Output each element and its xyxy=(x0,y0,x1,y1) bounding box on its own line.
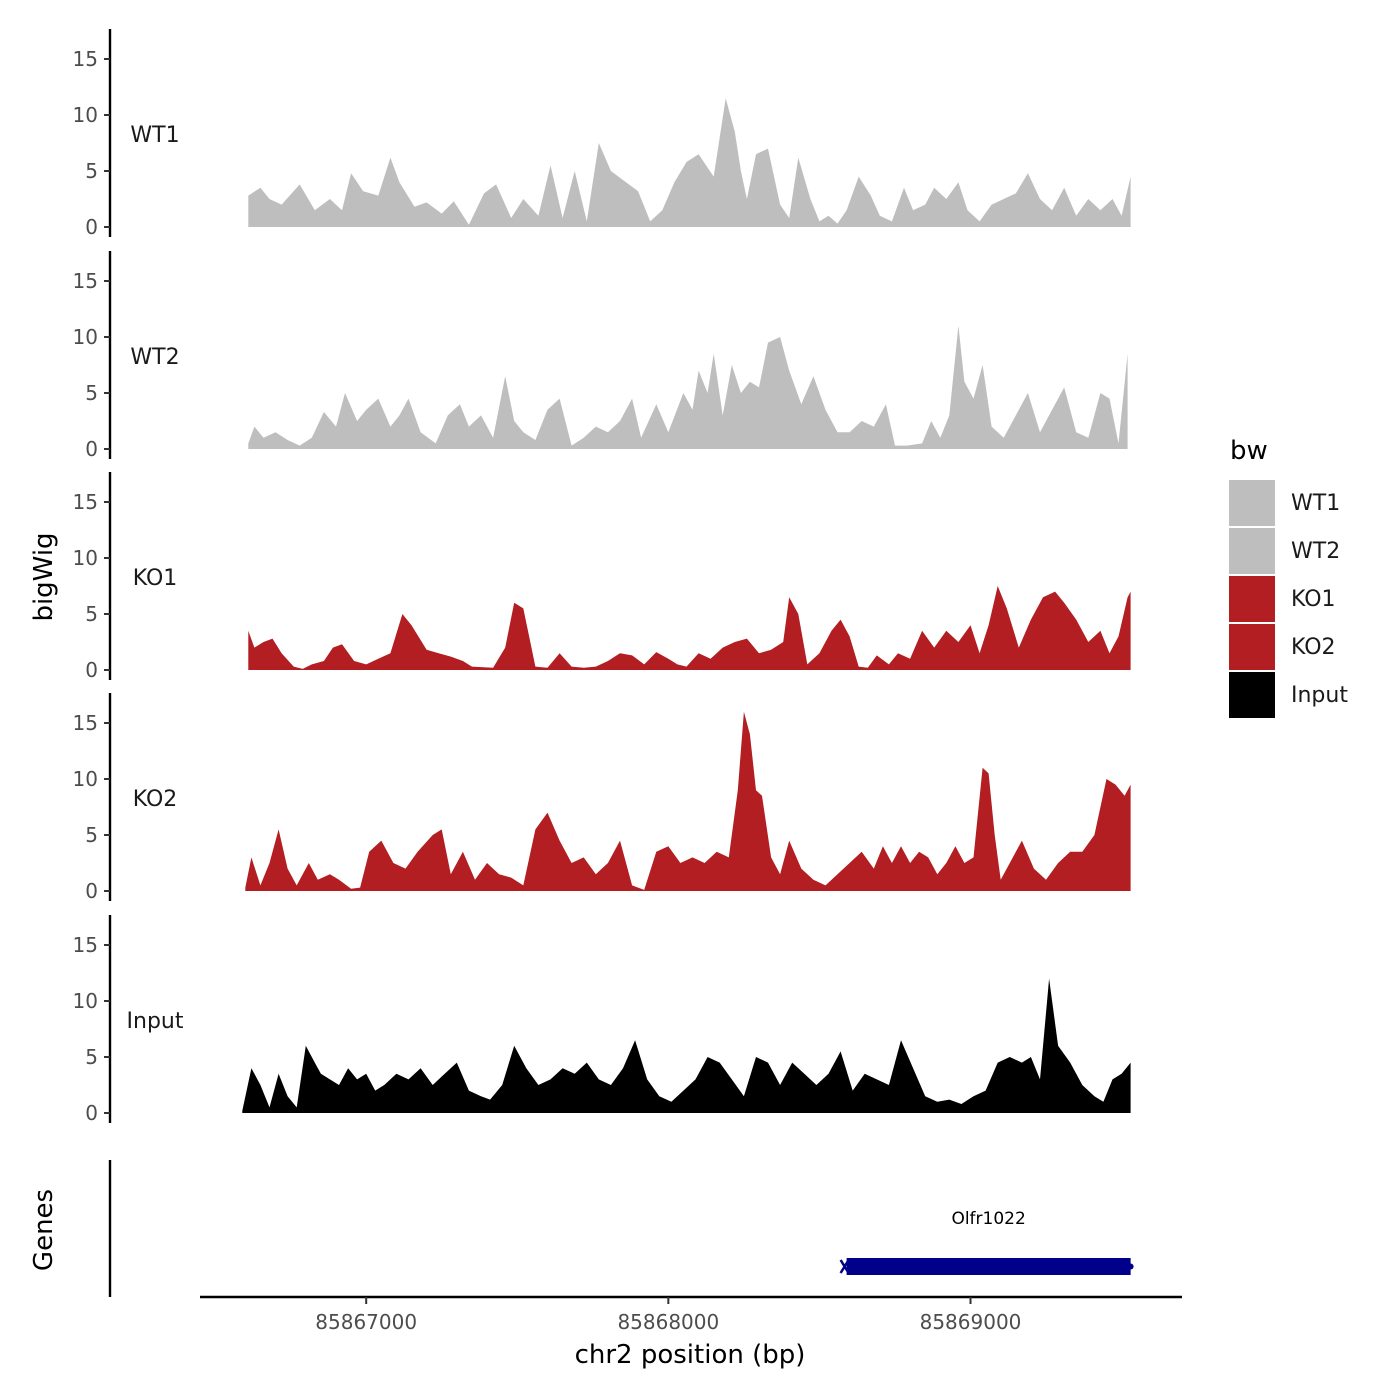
legend-swatch xyxy=(1229,480,1275,526)
strand-marker xyxy=(839,1259,850,1274)
y-tick-label: 5 xyxy=(85,381,98,405)
legend-swatch xyxy=(1229,576,1275,622)
legend-label: Input xyxy=(1291,683,1348,708)
legend-swatch xyxy=(1229,624,1275,670)
x-tick-label: 85867000 xyxy=(315,1310,417,1334)
track-wt2: 0 5 10 15 WT2 xyxy=(73,251,1128,461)
legend-swatch xyxy=(1229,528,1275,574)
gene-track-title: Genes xyxy=(29,1189,59,1271)
track-label-ko2: KO2 xyxy=(133,787,178,812)
track-wt1: 0 5 10 15 WT1 xyxy=(73,29,1131,239)
x-tick-label: 85869000 xyxy=(920,1310,1022,1334)
y-tick-label: 0 xyxy=(85,215,98,239)
coverage-area-input xyxy=(242,978,1131,1113)
y-tick-label: 15 xyxy=(73,933,98,957)
legend-item-ko2: KO2 xyxy=(1229,624,1336,670)
y-tick-label: 10 xyxy=(73,767,98,791)
y-tick-label: 0 xyxy=(85,437,98,461)
y-tick-label: 5 xyxy=(85,1045,98,1069)
y-tick-label: 10 xyxy=(73,103,98,127)
y-tick-label: 15 xyxy=(73,490,98,514)
legend-label: WT1 xyxy=(1291,491,1340,516)
y-tick-label: 10 xyxy=(73,325,98,349)
track-label-wt2: WT2 xyxy=(130,345,179,370)
y-tick-label: 15 xyxy=(73,269,98,293)
coverage-area-wt1 xyxy=(248,98,1131,227)
x-tick-label: 85868000 xyxy=(617,1310,719,1334)
y-tick-label: 10 xyxy=(73,989,98,1013)
x-axis: 85867000 85868000 85869000 xyxy=(200,1295,1182,1334)
legend-item-input: Input xyxy=(1229,672,1348,718)
track-label-input: Input xyxy=(127,1009,184,1034)
y-tick-label: 5 xyxy=(85,159,98,183)
legend-label: KO2 xyxy=(1291,635,1336,660)
y-tick-label: 15 xyxy=(73,47,98,71)
track-label-ko1: KO1 xyxy=(133,566,178,591)
y-tick-label: 5 xyxy=(85,823,98,847)
gene-end-marker xyxy=(1127,1263,1134,1270)
y-tick-label: 10 xyxy=(73,546,98,570)
legend-swatch xyxy=(1229,672,1275,718)
track-ko1: 0 5 10 15 KO1 xyxy=(73,472,1131,682)
legend-item-wt1: WT1 xyxy=(1229,480,1340,526)
legend-items: WT1 WT2 KO1 KO2 Input xyxy=(1229,480,1348,718)
gene-name-label: Olfr1022 xyxy=(951,1209,1025,1229)
track-ko2: 0 5 10 15 KO2 xyxy=(73,693,1131,903)
coverage-area-ko2 xyxy=(245,711,1131,891)
gene-body xyxy=(846,1258,1131,1275)
y-tick-label: 15 xyxy=(73,711,98,735)
coverage-area-ko1 xyxy=(248,586,1131,670)
x-axis-title: chr2 position (bp) xyxy=(575,1340,806,1370)
y-axis-title: bigWig xyxy=(29,532,59,621)
legend-item-ko1: KO1 xyxy=(1229,576,1336,622)
y-tick-label: 0 xyxy=(85,879,98,903)
y-tick-label: 0 xyxy=(85,1101,98,1125)
track-label-wt1: WT1 xyxy=(130,123,179,148)
legend: bw WT1 WT2 KO1 KO2 Input xyxy=(1229,436,1348,718)
track-input: 0 5 10 15 Input xyxy=(73,915,1131,1125)
y-tick-label: 5 xyxy=(85,602,98,626)
legend-label: KO1 xyxy=(1291,587,1336,612)
legend-title: bw xyxy=(1230,436,1268,466)
legend-item-wt2: WT2 xyxy=(1229,528,1340,574)
gene-track-panel: Olfr1022 xyxy=(108,1160,1134,1297)
y-tick-label: 0 xyxy=(85,658,98,682)
coverage-tracks: 0 5 10 15 WT1 0 5 10 15 WT2 0 5 10 15 KO1 0 5 10 15 KO2 0 5 10… xyxy=(73,29,1131,1125)
gene-olfr1022: Olfr1022 xyxy=(839,1209,1134,1275)
coverage-area-wt2 xyxy=(248,325,1128,449)
legend-label: WT2 xyxy=(1291,539,1340,564)
